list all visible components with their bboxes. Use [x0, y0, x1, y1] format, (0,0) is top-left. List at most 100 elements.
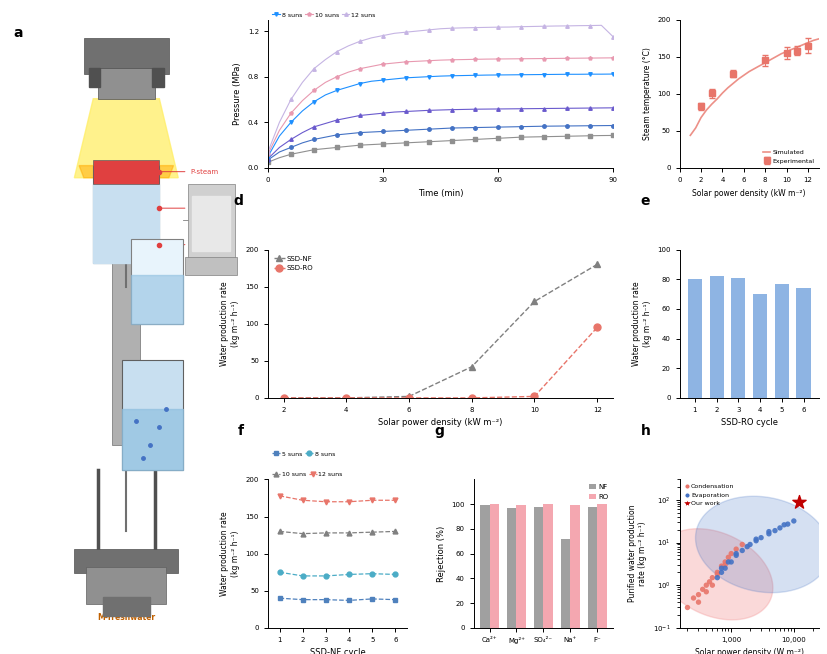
12 suns: [585, 22, 595, 29]
12 suns: [608, 33, 618, 41]
Bar: [131, 275, 183, 324]
10 suns: [321, 529, 331, 537]
12 suns: [493, 24, 503, 31]
5 suns: [298, 596, 308, 604]
SSD-NF: [592, 260, 602, 268]
8 suns: [344, 570, 354, 578]
Line: SSD-NF: SSD-NF: [280, 261, 600, 402]
10 suns: [343, 68, 353, 76]
X-axis label: Time (min): Time (min): [418, 188, 463, 198]
Bar: [710, 276, 724, 398]
8 suns: [309, 98, 319, 106]
8 suns: [516, 71, 526, 78]
8 suns: [298, 572, 308, 580]
10 suns: [390, 528, 400, 536]
Bar: [93, 184, 160, 263]
8 suns: [413, 73, 423, 81]
Point: [705, 572, 719, 583]
2 suns: [401, 139, 411, 146]
Point: [749, 536, 762, 546]
10 suns: [562, 54, 571, 62]
12 suns: [573, 22, 583, 29]
Point: [768, 525, 782, 536]
Point: [681, 602, 694, 613]
3 suns: [436, 125, 446, 133]
8 suns: [585, 70, 595, 78]
Point: [703, 577, 716, 587]
Simulated: [766, 56, 776, 63]
2 suns: [470, 135, 480, 143]
12 suns: [551, 22, 561, 30]
5 suns: [332, 116, 342, 124]
Bar: [86, 567, 166, 604]
Bar: [93, 160, 160, 184]
10 suns: [481, 55, 491, 63]
12 suns: [458, 24, 468, 32]
10 suns: [298, 530, 308, 538]
3 suns: [573, 122, 583, 129]
8 suns: [366, 77, 376, 85]
8 suns: [401, 74, 411, 82]
12 suns: [401, 28, 411, 36]
8 suns: [263, 152, 273, 160]
5 suns: [481, 105, 491, 113]
Y-axis label: Water production rate
(kg m⁻² h⁻¹): Water production rate (kg m⁻² h⁻¹): [221, 511, 240, 596]
Simulated: [691, 124, 700, 132]
8 suns: [424, 73, 434, 80]
Point: [777, 519, 791, 530]
2 suns: [390, 139, 399, 147]
X-axis label: SSD-NF cycle: SSD-NF cycle: [309, 648, 366, 654]
2 suns: [366, 141, 376, 148]
3 suns: [481, 124, 491, 131]
3 suns: [608, 122, 618, 129]
3 suns: [504, 123, 514, 131]
Bar: [588, 507, 597, 628]
2 suns: [585, 132, 595, 140]
8 suns: [367, 570, 377, 577]
5 suns: [275, 143, 284, 151]
5 suns: [551, 105, 561, 112]
Simulated: [798, 41, 808, 49]
2 suns: [378, 140, 388, 148]
10 suns: [390, 59, 399, 67]
8 suns: [436, 72, 446, 80]
2 suns: [263, 158, 273, 166]
Point: [749, 534, 762, 544]
3 suns: [366, 128, 376, 136]
2 suns: [504, 134, 514, 142]
Text: M-freshwater: M-freshwater: [98, 613, 155, 622]
8 suns: [596, 70, 606, 78]
Simulated: [771, 53, 781, 61]
10 suns: [516, 55, 526, 63]
12 suns: [378, 31, 388, 39]
10 suns: [596, 54, 606, 62]
5 suns: [366, 111, 376, 118]
12 suns: [367, 496, 377, 504]
Bar: [98, 68, 155, 99]
12 suns: [344, 498, 354, 506]
SSD-NF: [404, 392, 414, 400]
3 suns: [275, 148, 284, 156]
Y-axis label: Water production rate
(kg m⁻² h⁻¹): Water production rate (kg m⁻² h⁻¹): [221, 281, 240, 366]
Point: [696, 584, 710, 594]
Point: [736, 545, 749, 556]
Bar: [122, 409, 183, 470]
Point: [787, 516, 801, 526]
5 suns: [528, 105, 538, 112]
8 suns: [573, 71, 583, 78]
Bar: [534, 507, 543, 628]
12 suns: [286, 95, 296, 103]
8 suns: [608, 70, 618, 78]
Simulated: [755, 61, 765, 69]
3 suns: [493, 123, 503, 131]
12 suns: [309, 65, 319, 73]
2 suns: [424, 138, 434, 146]
12 suns: [321, 498, 331, 506]
12 suns: [343, 42, 353, 50]
10 suns: [309, 86, 319, 94]
Line: 10 suns: 10 suns: [266, 56, 614, 156]
Bar: [193, 196, 230, 250]
2 suns: [493, 134, 503, 142]
Point: [719, 563, 732, 574]
3 suns: [516, 123, 526, 131]
